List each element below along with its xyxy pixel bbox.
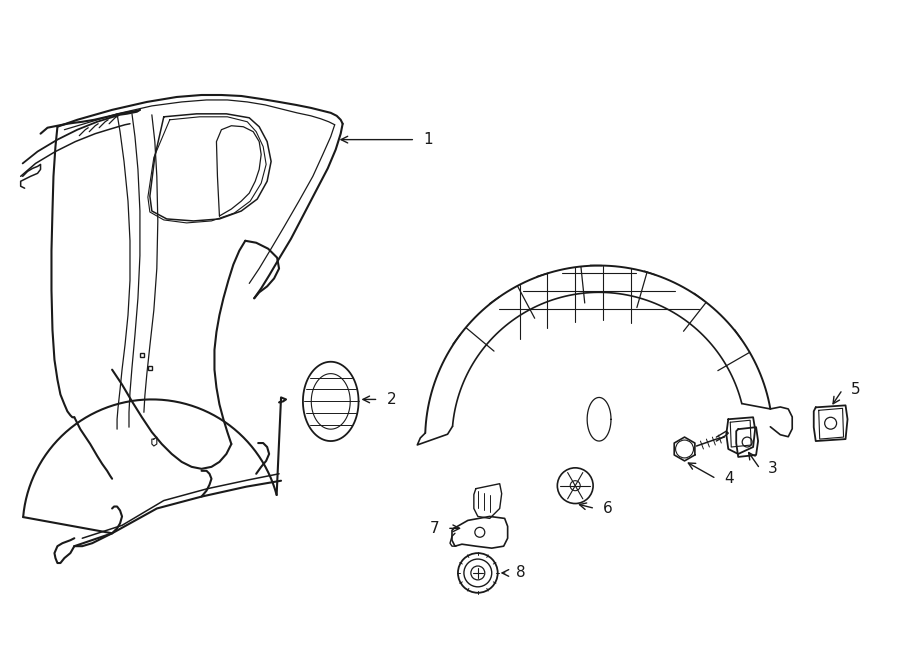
Text: 8: 8 xyxy=(516,565,526,580)
Text: 1: 1 xyxy=(423,132,433,147)
Text: 2: 2 xyxy=(386,392,396,407)
Text: 4: 4 xyxy=(724,471,733,486)
Text: 5: 5 xyxy=(850,382,860,397)
Text: 6: 6 xyxy=(603,501,613,516)
Text: 3: 3 xyxy=(768,461,778,477)
Text: 7: 7 xyxy=(429,521,439,536)
